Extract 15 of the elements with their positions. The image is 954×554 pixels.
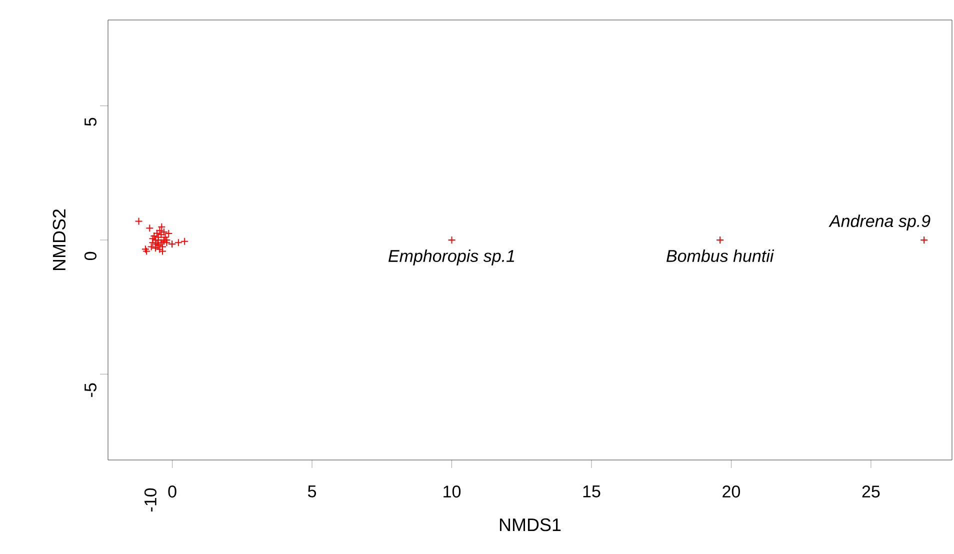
- x-tick-label: 5: [308, 486, 316, 498]
- annotation: Andrena sp.9: [828, 214, 930, 230]
- x-tick-label: 20: [722, 486, 740, 498]
- annotation: Emphoropis sp.1: [388, 250, 514, 266]
- x-axis-title: NMDS1: [500, 518, 561, 532]
- x-tick-label: 15: [583, 486, 600, 498]
- annotation: Bombus huntii: [666, 250, 774, 262]
- y-tick-label: 5: [84, 118, 96, 126]
- x-tick-label: 0: [168, 486, 176, 498]
- x-tick-label: 10: [444, 486, 461, 498]
- y-axis-title: NMDS2: [52, 209, 66, 270]
- y-tick-label: 0: [84, 252, 96, 260]
- y-tick-label: -5: [84, 383, 96, 397]
- text: -10: [144, 488, 156, 512]
- x-tick-label: 25: [862, 486, 880, 498]
